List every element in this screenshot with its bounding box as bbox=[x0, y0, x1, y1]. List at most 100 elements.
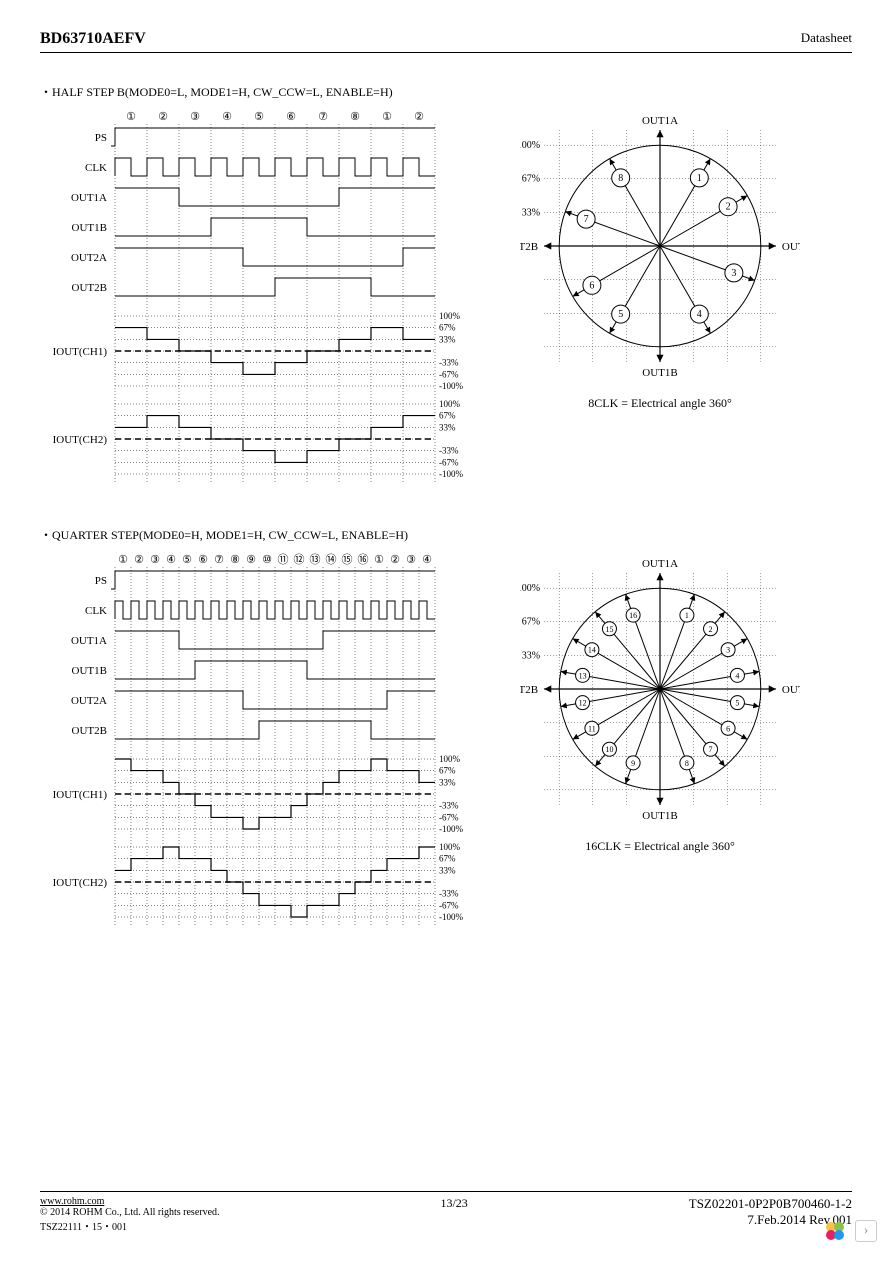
phasor-diagram: 100%67%33%OUT1AOUT1BOUT2BOUT2A12345678 bbox=[520, 106, 800, 386]
footer-copyright: © 2014 ROHM Co., Ltd. All rights reserve… bbox=[40, 1207, 220, 1218]
svg-text:OUT1A: OUT1A bbox=[642, 115, 678, 127]
svg-text:-33%: -33% bbox=[439, 358, 459, 368]
svg-text:PS: PS bbox=[95, 132, 107, 144]
page-footer: www.rohm.com © 2014 ROHM Co., Ltd. All r… bbox=[40, 1191, 852, 1233]
nav-widget: › bbox=[823, 1219, 877, 1243]
svg-text:7: 7 bbox=[584, 214, 589, 225]
svg-text:IOUT(CH1): IOUT(CH1) bbox=[53, 346, 108, 358]
footer-doc-code: TSZ02201-0P2P0B700460-1-2 bbox=[689, 1196, 852, 1212]
phasor-caption: 16CLK = Electrical angle 360° bbox=[585, 839, 735, 854]
svg-text:①: ① bbox=[374, 554, 384, 566]
section-title: ・HALF STEP B(MODE0=L, MODE1=H, CW_CCW=L,… bbox=[40, 83, 852, 100]
svg-text:67%: 67% bbox=[522, 616, 540, 627]
svg-text:⑧: ⑧ bbox=[350, 111, 360, 123]
footer-page: 13/23 bbox=[220, 1196, 689, 1233]
svg-text:OUT2B: OUT2B bbox=[520, 684, 538, 696]
svg-text:⑮: ⑮ bbox=[342, 553, 353, 566]
svg-text:②: ② bbox=[134, 554, 144, 566]
svg-text:OUT2B: OUT2B bbox=[72, 282, 107, 294]
svg-text:-67%: -67% bbox=[439, 812, 459, 822]
svg-text:OUT1B: OUT1B bbox=[72, 665, 107, 677]
svg-text:OUT1A: OUT1A bbox=[71, 635, 107, 647]
svg-text:67%: 67% bbox=[439, 323, 456, 333]
svg-text:⑦: ⑦ bbox=[214, 554, 224, 566]
phasor-caption: 8CLK = Electrical angle 360° bbox=[588, 396, 732, 411]
svg-text:OUT2A: OUT2A bbox=[782, 684, 800, 696]
svg-text:⑪: ⑪ bbox=[278, 553, 289, 566]
nav-next-button[interactable]: › bbox=[855, 1220, 877, 1242]
svg-text:8: 8 bbox=[618, 173, 623, 184]
svg-text:①: ① bbox=[126, 111, 136, 123]
svg-text:⑥: ⑥ bbox=[198, 554, 208, 566]
section-title: ・QUARTER STEP(MODE0=H, MODE1=H, CW_CCW=L… bbox=[40, 526, 852, 543]
svg-text:③: ③ bbox=[406, 554, 416, 566]
svg-text:15: 15 bbox=[605, 625, 613, 634]
svg-text:⑧: ⑧ bbox=[230, 554, 240, 566]
svg-text:OUT2B: OUT2B bbox=[72, 725, 107, 737]
svg-text:-67%: -67% bbox=[439, 369, 459, 379]
svg-text:PS: PS bbox=[95, 575, 107, 587]
svg-text:⑩: ⑩ bbox=[262, 554, 272, 566]
svg-text:2: 2 bbox=[726, 202, 731, 213]
svg-text:OUT2A: OUT2A bbox=[782, 241, 800, 253]
svg-text:CLK: CLK bbox=[85, 605, 107, 617]
svg-text:-33%: -33% bbox=[439, 889, 459, 899]
svg-text:11: 11 bbox=[588, 724, 596, 733]
svg-text:67%: 67% bbox=[522, 173, 540, 184]
svg-text:OUT2B: OUT2B bbox=[520, 241, 538, 253]
svg-text:6: 6 bbox=[726, 724, 730, 733]
svg-text:2: 2 bbox=[709, 625, 713, 634]
svg-text:②: ② bbox=[414, 111, 424, 123]
svg-text:⑫: ⑫ bbox=[294, 553, 305, 566]
svg-text:②: ② bbox=[158, 111, 168, 123]
doc-type: Datasheet bbox=[801, 30, 852, 48]
phasor-diagram: 100%67%33%OUT1AOUT1BOUT2BOUT2A1234567891… bbox=[520, 549, 800, 829]
svg-text:⑭: ⑭ bbox=[326, 553, 337, 566]
svg-text:OUT1B: OUT1B bbox=[72, 222, 107, 234]
svg-text:OUT2A: OUT2A bbox=[71, 695, 107, 707]
svg-text:⑤: ⑤ bbox=[254, 111, 264, 123]
svg-text:67%: 67% bbox=[439, 766, 456, 776]
page-header: BD63710AEFV Datasheet bbox=[40, 30, 852, 53]
svg-text:④: ④ bbox=[166, 554, 176, 566]
svg-text:6: 6 bbox=[589, 280, 594, 291]
svg-text:67%: 67% bbox=[439, 411, 456, 421]
svg-text:④: ④ bbox=[422, 554, 432, 566]
chart-row: ①②③④⑤⑥⑦⑧⑨⑩⑪⑫⑬⑭⑮⑯①②③④PSCLKOUT1AOUT1BOUT2A… bbox=[40, 549, 852, 939]
svg-text:7: 7 bbox=[709, 745, 713, 754]
svg-text:③: ③ bbox=[150, 554, 160, 566]
svg-text:16: 16 bbox=[629, 611, 637, 620]
svg-text:IOUT(CH2): IOUT(CH2) bbox=[53, 434, 108, 446]
svg-text:⑦: ⑦ bbox=[318, 111, 328, 123]
svg-text:33%: 33% bbox=[522, 208, 540, 219]
svg-text:100%: 100% bbox=[520, 140, 540, 151]
svg-text:14: 14 bbox=[588, 646, 596, 655]
svg-text:33%: 33% bbox=[439, 865, 456, 875]
svg-text:3: 3 bbox=[731, 268, 736, 279]
svg-text:5: 5 bbox=[735, 699, 739, 708]
svg-text:4: 4 bbox=[735, 671, 739, 680]
svg-text:10: 10 bbox=[605, 745, 613, 754]
svg-text:-100%: -100% bbox=[439, 381, 463, 391]
timing-diagram: ①②③④⑤⑥⑦⑧①②PSCLKOUT1AOUT1BOUT2AOUT2BIOUT(… bbox=[40, 106, 480, 492]
svg-text:-33%: -33% bbox=[439, 801, 459, 811]
svg-text:OUT1B: OUT1B bbox=[642, 367, 677, 379]
svg-text:⑨: ⑨ bbox=[246, 554, 256, 566]
svg-text:5: 5 bbox=[618, 309, 623, 320]
chart-row: ①②③④⑤⑥⑦⑧①②PSCLKOUT1AOUT1BOUT2AOUT2BIOUT(… bbox=[40, 106, 852, 496]
svg-text:33%: 33% bbox=[439, 422, 456, 432]
svg-text:IOUT(CH1): IOUT(CH1) bbox=[53, 789, 108, 801]
timing-diagram: ①②③④⑤⑥⑦⑧⑨⑩⑪⑫⑬⑭⑮⑯①②③④PSCLKOUT1AOUT1BOUT2A… bbox=[40, 549, 480, 935]
svg-text:1: 1 bbox=[685, 611, 689, 620]
svg-text:-33%: -33% bbox=[439, 446, 459, 456]
svg-text:⑬: ⑬ bbox=[310, 553, 321, 566]
svg-text:13: 13 bbox=[579, 671, 587, 680]
svg-text:-67%: -67% bbox=[439, 457, 459, 467]
footer-url: www.rohm.com bbox=[40, 1196, 220, 1207]
svg-text:①: ① bbox=[382, 111, 392, 123]
svg-text:⑤: ⑤ bbox=[182, 554, 192, 566]
svg-text:100%: 100% bbox=[439, 754, 461, 764]
svg-text:33%: 33% bbox=[439, 777, 456, 787]
svg-text:12: 12 bbox=[579, 699, 587, 708]
logo-icon bbox=[823, 1219, 847, 1243]
